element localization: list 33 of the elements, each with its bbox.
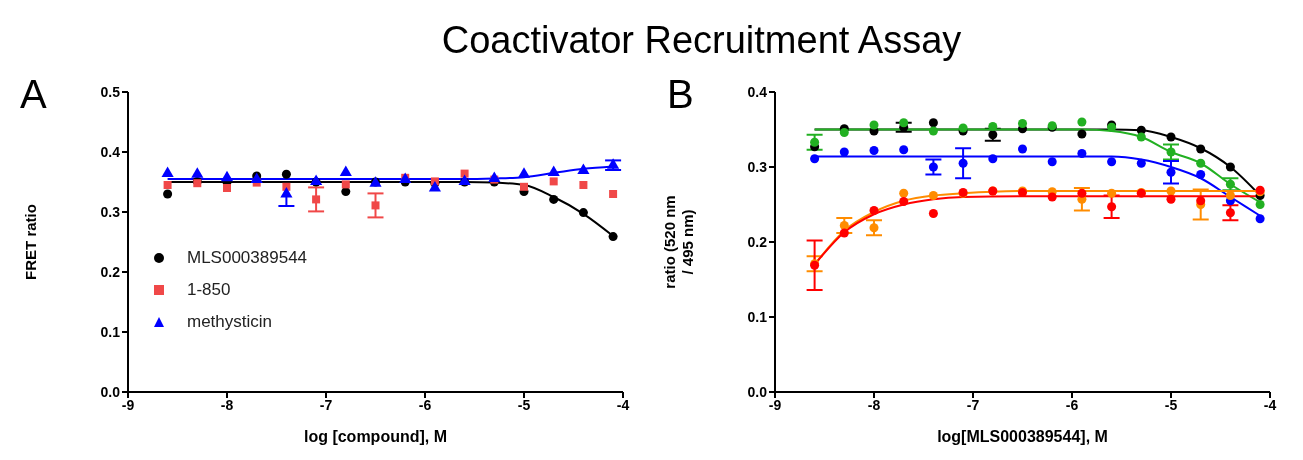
x-tick-label: -6 <box>1065 396 1079 413</box>
x-tick-label: -7 <box>966 396 980 413</box>
x-tick-label: -8 <box>220 396 234 413</box>
x-tick-label: -5 <box>517 396 531 413</box>
y-axis-title: ratio (520 nm / 495 nm) <box>661 195 696 289</box>
x-axis-title: log [compound], M <box>303 428 448 445</box>
x-tick-label: -6 <box>418 396 432 413</box>
y-tick-label: 0.2 <box>747 233 768 250</box>
y-tick-label: 0.0 <box>100 383 121 400</box>
text: B <box>667 72 694 117</box>
x-axis-title: log[MLS000389544], M <box>937 428 1108 445</box>
y-tick-label: 0.0 <box>747 383 768 400</box>
x-tick-label: -9 <box>121 396 135 413</box>
y-tick-label: 0.5 <box>100 83 121 100</box>
legend-label: MLS000389544 <box>187 247 308 269</box>
y-tick-label: 0.1 <box>100 323 121 340</box>
y-axis-title: FRET ratio <box>22 204 39 280</box>
legend-label: 1-850 <box>187 279 231 301</box>
legend-label: methysticin <box>187 311 273 333</box>
y-tick-label: 0.3 <box>100 203 121 220</box>
x-tick-label: -7 <box>319 396 333 413</box>
x-tick-label: -9 <box>768 396 782 413</box>
x-tick-label: -4 <box>1263 396 1277 413</box>
y-tick-label: 0.3 <box>747 158 768 175</box>
y-tick-label: 0.1 <box>747 308 768 325</box>
text: A <box>20 72 47 117</box>
y-tick-label: 0.4 <box>100 143 121 160</box>
x-tick-label: -5 <box>1164 396 1178 413</box>
y-tick-label: 0.2 <box>100 263 121 280</box>
x-tick-label: -4 <box>616 396 630 413</box>
y-tick-label: 0.4 <box>747 83 768 100</box>
text: Coactivator Recruitment Assay <box>440 18 963 63</box>
x-tick-label: -8 <box>867 396 881 413</box>
